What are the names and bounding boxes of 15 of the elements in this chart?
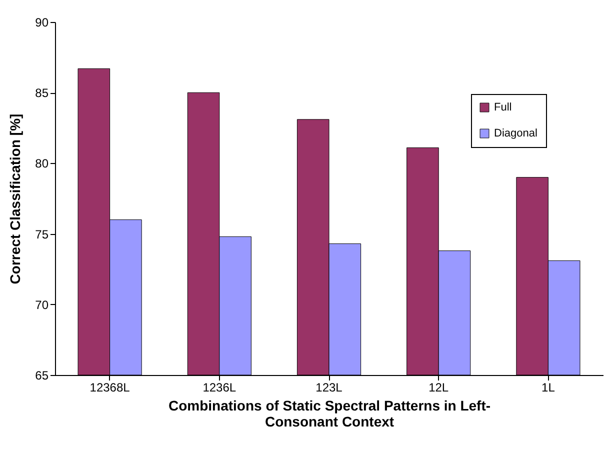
y-tick-label: 90 [35,16,49,30]
x-tick-label: 1L [542,380,556,394]
x-axis-title: Combinations of Static Spectral Patterns in Left-Consonant Context [168,398,491,430]
y-tick-label: 70 [35,298,49,312]
legend-label: Full [494,102,512,114]
x-tick-label: 1236L [202,380,236,394]
y-tick-label: 65 [35,368,49,382]
y-tick-label: 80 [35,156,49,171]
x-tick-label: 12L [428,380,449,394]
x-tick-label: 12368L [90,380,130,394]
legend-label: Diagonal [494,128,538,140]
y-tick-label: 75 [35,227,49,242]
x-tick-label: 123L [316,380,343,394]
y-tick-label: 85 [35,86,49,100]
y-axis-title: Correct Classification [%] [7,114,24,284]
